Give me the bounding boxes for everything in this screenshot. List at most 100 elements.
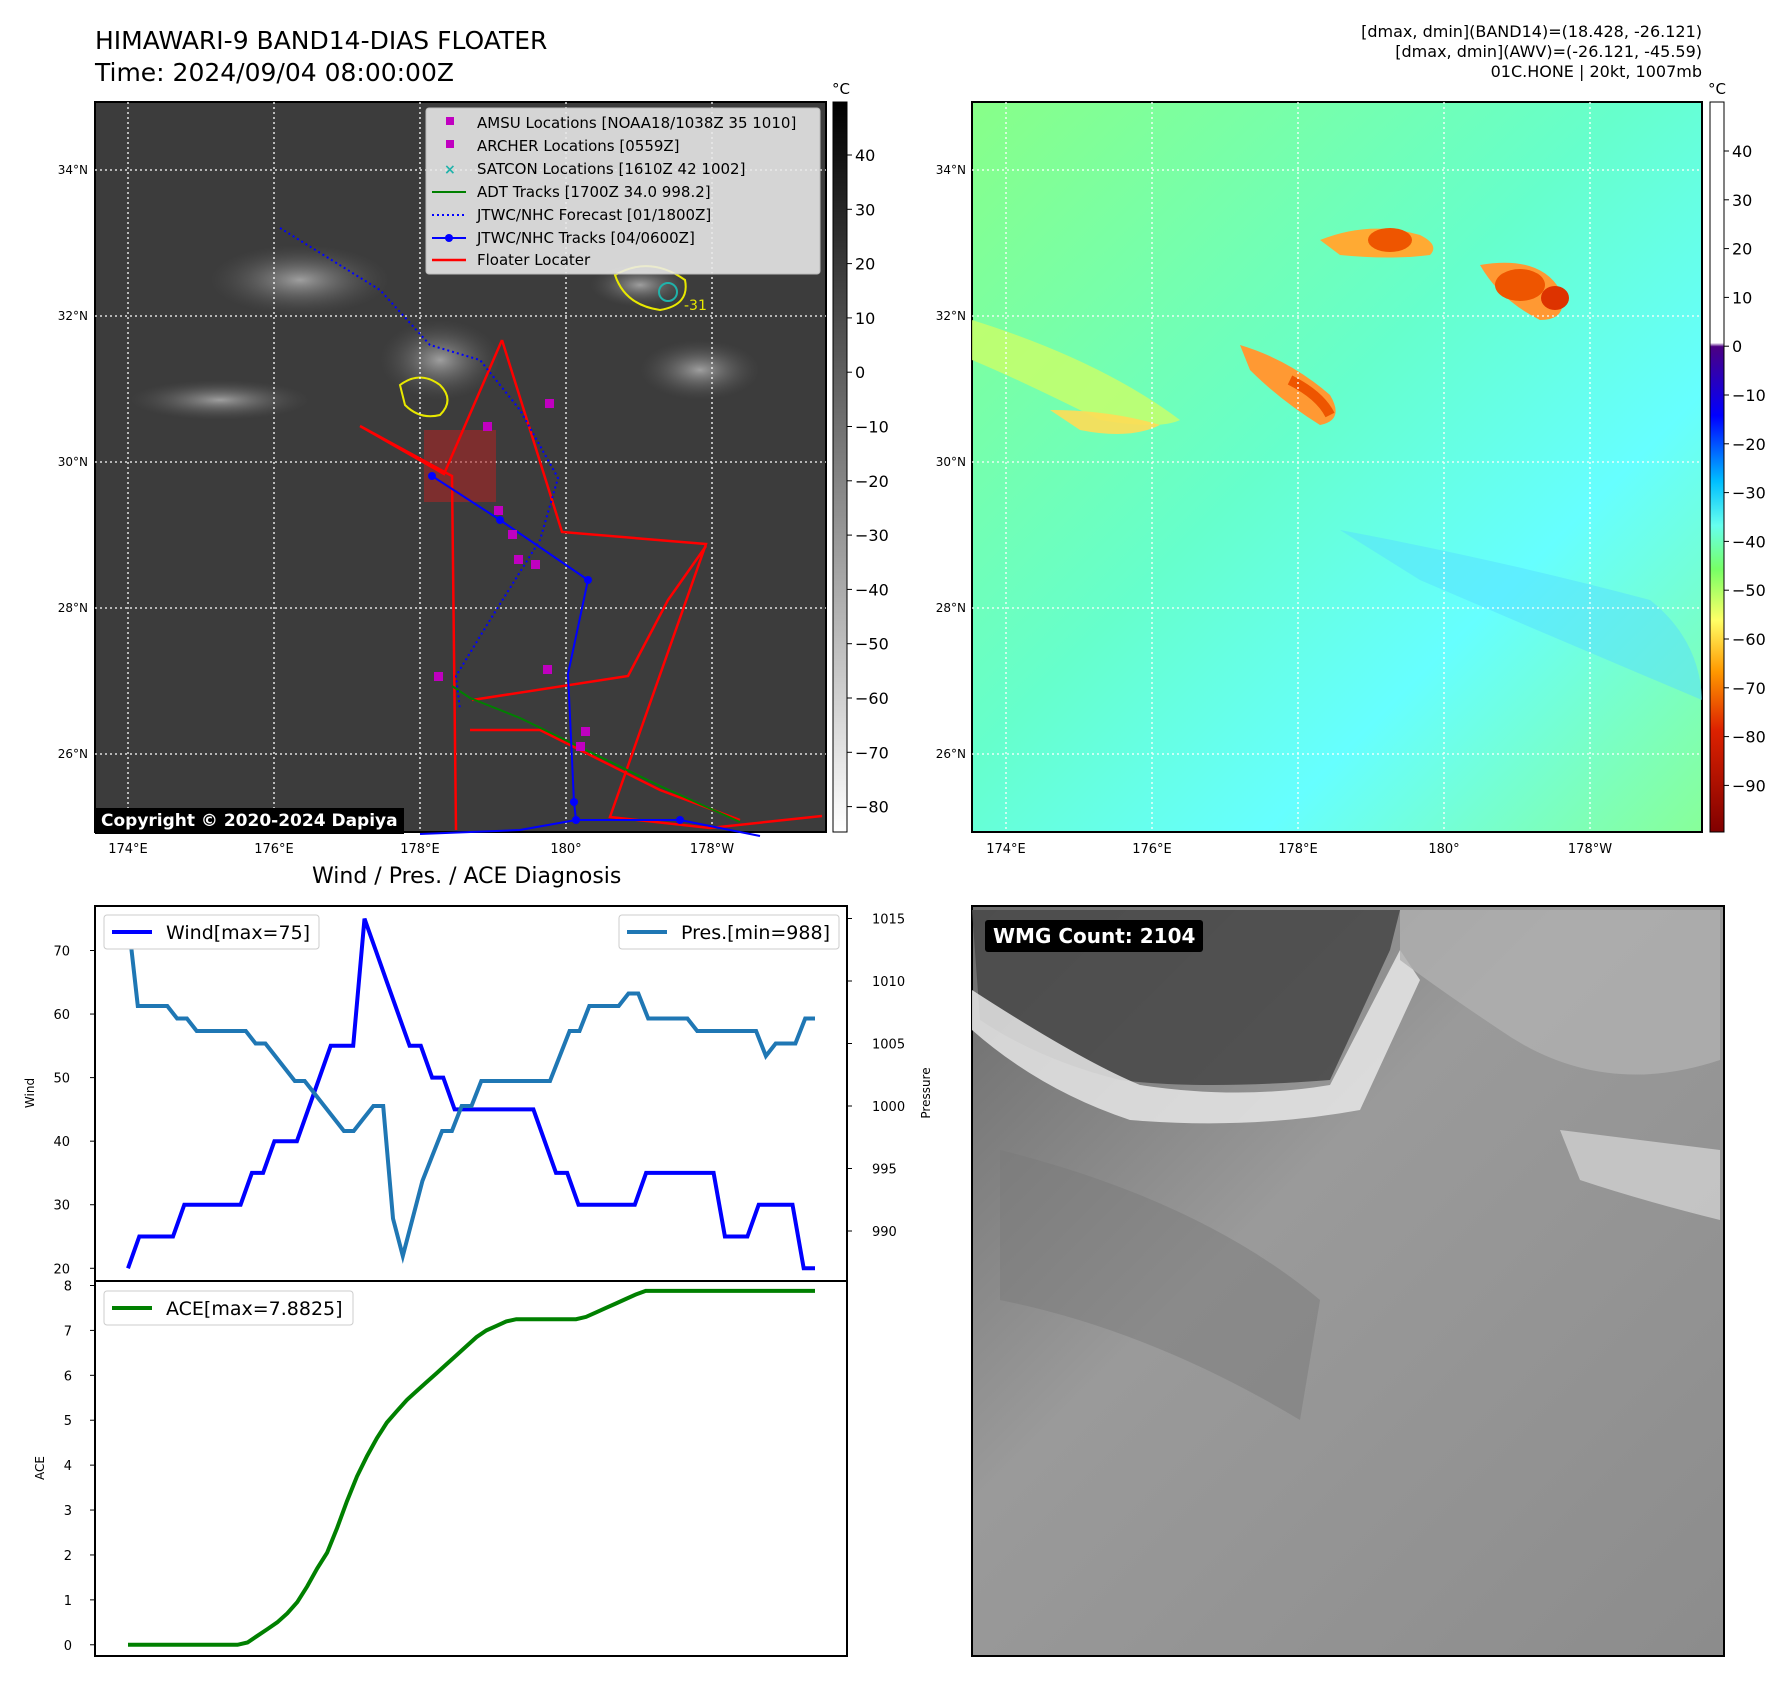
pressure-legend: Pres.[min=988]: [618, 914, 840, 950]
ir-colorbar-tick-label: −80: [855, 798, 889, 817]
lon-label: 176°E: [254, 842, 294, 857]
diagnosis-title: Wind / Pres. / ACE Diagnosis: [312, 864, 622, 889]
dry-region: [1000, 1150, 1320, 1420]
ir-colorbar-tick-label: 10: [855, 309, 875, 328]
pressure-axis-label: Pressure: [919, 1067, 933, 1118]
dry-region: [1340, 530, 1702, 700]
ace-legend-label: ACE[max=7.8825]: [166, 1298, 343, 1320]
moist-band: [972, 950, 1420, 1124]
ir-colorbar-tick-label: −10: [855, 418, 889, 437]
pressure-ytick-label: 1015: [872, 913, 905, 928]
moist-region: [1400, 910, 1720, 1075]
ir-colorbar-tick-label: −20: [855, 472, 889, 491]
cold-cloud-core: [1495, 269, 1545, 301]
wind-legend-label: Wind[max=75]: [166, 922, 310, 944]
ace-axes: [94, 1280, 848, 1657]
lon-label: 174°E: [108, 842, 148, 857]
legend-track: JTWC/NHC Tracks [04/0600Z]: [476, 229, 695, 247]
pressure-yticks: 990 995 1000 1005 1010 1015: [847, 913, 905, 1240]
awv-colorbar-tick-label: 20: [1732, 240, 1752, 259]
awv-colorbar-unit: °C: [1708, 80, 1726, 98]
copyright-badge: Copyright © 2020-2024 Dapiya: [95, 808, 404, 834]
legend-archer: ARCHER Locations [0559Z]: [477, 137, 680, 155]
ace-legend: ACE[max=7.8825]: [103, 1290, 354, 1326]
ir-colorbar-ticks: 40 30 20 10 0 −10 −20 −30 −40 −50 −60 −70 −80: [847, 146, 889, 817]
awv-map-frame: [971, 101, 1703, 833]
ir-colorbar-tick-label: −60: [855, 689, 889, 708]
wind-axis-label: Wind: [23, 1078, 37, 1108]
info-line-storm: 01C.HONE | 20kt, 1007mb: [1490, 62, 1702, 81]
wind-yticks: 20 30 40 50 60 70: [53, 944, 95, 1277]
lat-label: 34°N: [58, 163, 88, 177]
wind-ytick-label: 20: [53, 1262, 70, 1277]
ir-colorbar-tick-label: −50: [855, 635, 889, 654]
legend-marker-satcon: ×: [444, 162, 456, 178]
figure-time: Time: 2024/09/04 08:00:00Z: [95, 58, 454, 87]
awv-colorbar-tick-label: −10: [1732, 386, 1766, 405]
awv-colorbar-tick-label: −50: [1732, 581, 1766, 600]
ace-ytick-label: 6: [64, 1369, 72, 1384]
pressure-ytick-label: 1000: [872, 1100, 905, 1115]
awv-colorbar-tick-label: 30: [1732, 191, 1752, 210]
ace-ytick-label: 5: [64, 1414, 72, 1429]
ace-ytick-label: 8: [64, 1279, 72, 1294]
legend-forecast: JTWC/NHC Forecast [01/1800Z]: [476, 206, 711, 224]
lat-label: 34°N: [936, 163, 966, 177]
ace-yticks: 0 1 2 3 4 5 6 7 8: [64, 1279, 95, 1654]
awv-colorbar: [1709, 101, 1725, 833]
ace-ytick-label: 4: [64, 1459, 72, 1474]
lat-label: 32°N: [936, 309, 966, 323]
ir-colorbar: [832, 101, 848, 833]
ir-colorbar-tick-label: 40: [855, 146, 875, 165]
cloud-band: [640, 340, 760, 400]
wind-ytick-label: 40: [53, 1135, 70, 1150]
awv-colorbar-ticks: 40 30 20 10 0 −10 −20 −30 −40 −50 −60 −70 −80 −90: [1724, 142, 1766, 795]
ir-colorbar-tick-label: −40: [855, 580, 889, 599]
ace-ytick-label: 2: [64, 1549, 72, 1564]
ir-map: -31: [58, 80, 889, 857]
dry-slot: [972, 910, 1400, 1085]
cloud-band: [210, 245, 390, 315]
legend-amsu: AMSU Locations [NOAA18/1038Z 35 1010]: [477, 114, 796, 132]
lon-label: 174°E: [986, 842, 1026, 857]
wind-ytick-label: 70: [53, 944, 70, 959]
awv-colorbar-tick-label: −30: [1732, 484, 1766, 503]
legend-adt: ADT Tracks [1700Z 34.0 998.2]: [477, 183, 711, 201]
cold-contour: [398, 376, 449, 418]
ir-legend: AMSU Locations [NOAA18/1038Z 35 1010] AR…: [425, 107, 821, 275]
info-line-band14: [dmax, dmin](BAND14)=(18.428, -26.121): [1361, 22, 1702, 41]
lon-label: 178°E: [1278, 842, 1318, 857]
awv-colorbar-tick-label: −40: [1732, 532, 1766, 551]
cold-cloud: [1240, 345, 1336, 425]
ace-ytick-label: 3: [64, 1504, 72, 1519]
ir-lon-labels: 174°E 176°E 178°E 180° 178°W: [108, 842, 734, 857]
ir-colorbar-tick-label: 30: [855, 200, 875, 219]
cloud-band: [130, 380, 310, 420]
legend-satcon: SATCON Locations [1610Z 42 1002]: [477, 160, 745, 178]
info-block: [dmax, dmin](BAND14)=(18.428, -26.121) […: [1361, 22, 1702, 82]
lon-label: 176°E: [1132, 842, 1172, 857]
wmg-panel: [971, 905, 1725, 1657]
info-line-awv: [dmax, dmin](AWV)=(-26.121, -45.59): [1395, 42, 1702, 61]
floater-locator-track: [471, 545, 708, 702]
wind-legend: Wind[max=75]: [103, 914, 320, 950]
cold-cloud: [1287, 375, 1335, 418]
jtwc-track: [419, 819, 577, 835]
cold-cloud-core: [1368, 228, 1412, 252]
lat-label: 28°N: [936, 601, 966, 615]
awv-colorbar-tick-label: 40: [1732, 142, 1752, 161]
legend-marker-amsu: [446, 117, 454, 125]
lat-label: 30°N: [936, 455, 966, 469]
pressure-ytick-label: 1005: [872, 1038, 905, 1053]
lon-label: 178°E: [400, 842, 440, 857]
ace-ytick-label: 7: [64, 1324, 72, 1339]
wind-pressure-axes: [94, 905, 848, 1282]
lat-label: 32°N: [58, 309, 88, 323]
lon-label: 178°W: [1568, 842, 1612, 857]
floater-locator-track: [359, 339, 504, 831]
pressure-series-line: [126, 918, 815, 1264]
awv-colorbar-tick-label: −90: [1732, 776, 1766, 795]
moisture-band: [972, 320, 1180, 425]
ir-colorbar-tick-label: 20: [855, 255, 875, 274]
